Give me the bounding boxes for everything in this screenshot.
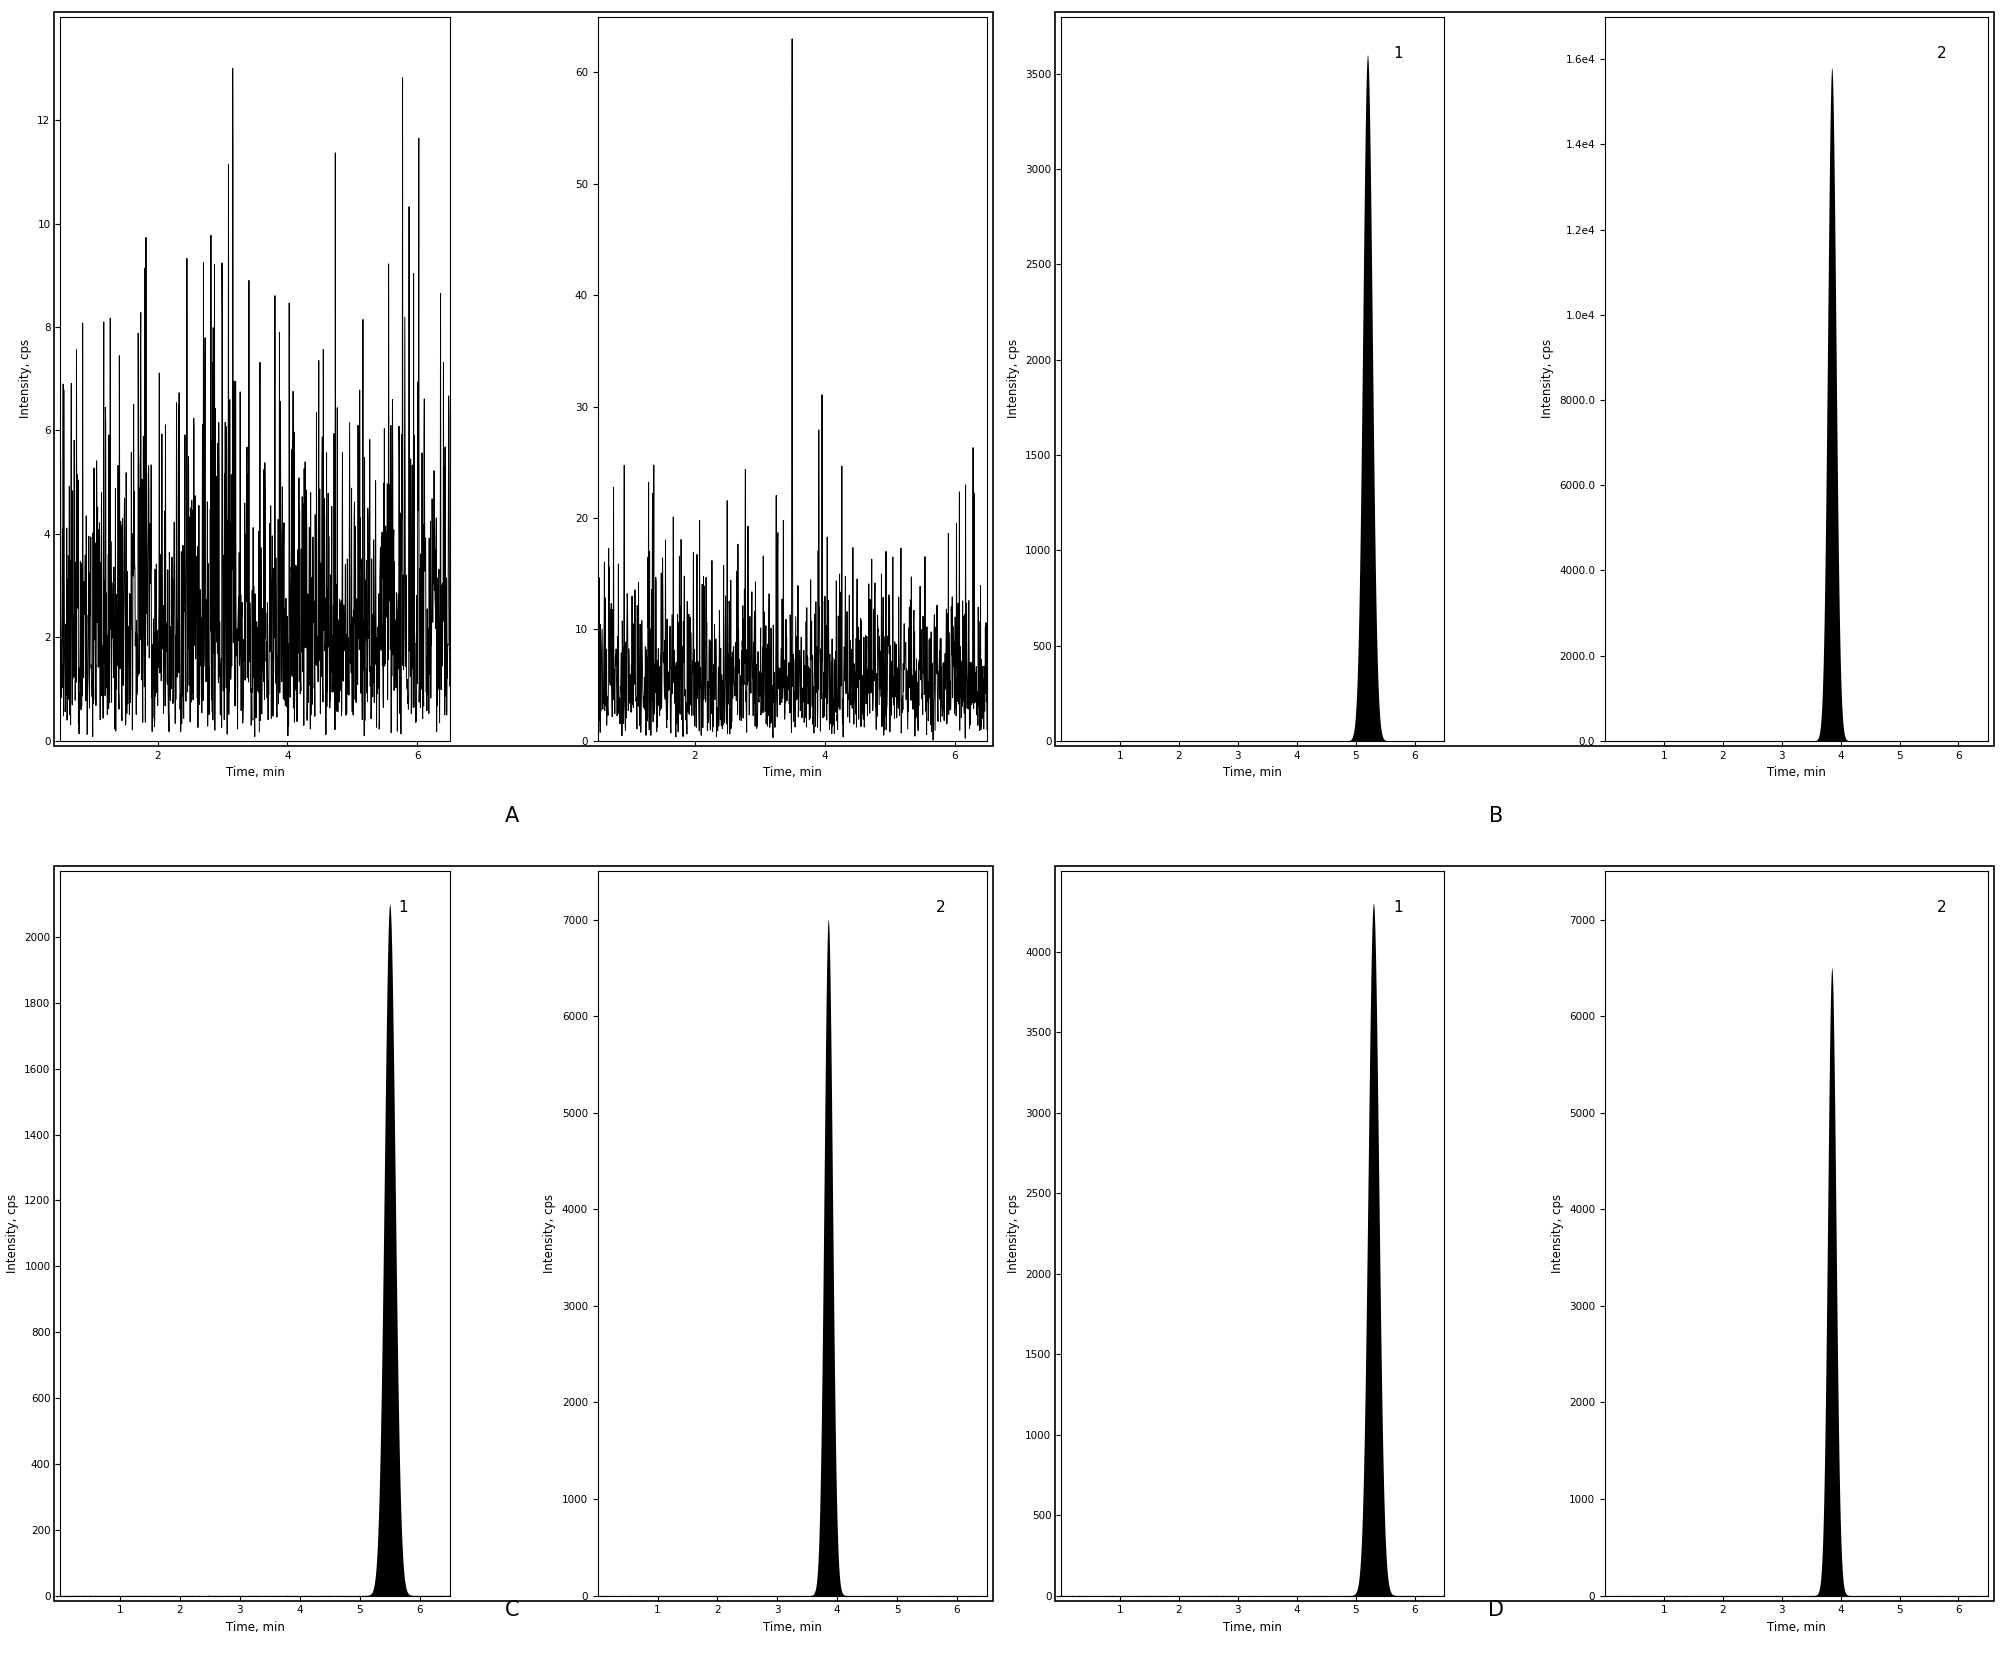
- Text: D: D: [1487, 1601, 1503, 1620]
- Text: 2: 2: [1937, 45, 1947, 60]
- X-axis label: Time, min: Time, min: [225, 1620, 285, 1634]
- X-axis label: Time, min: Time, min: [225, 766, 285, 779]
- X-axis label: Time, min: Time, min: [1222, 766, 1280, 779]
- Text: 2: 2: [1937, 901, 1947, 916]
- Text: 1: 1: [1393, 901, 1403, 916]
- Y-axis label: Intensity, cps: Intensity, cps: [1006, 339, 1020, 419]
- Y-axis label: Intensity, cps: Intensity, cps: [1549, 1193, 1563, 1273]
- Text: 1: 1: [397, 901, 407, 916]
- X-axis label: Time, min: Time, min: [1766, 1620, 1824, 1634]
- Y-axis label: Intensity, cps: Intensity, cps: [1539, 339, 1553, 419]
- Text: A: A: [504, 806, 520, 826]
- X-axis label: Time, min: Time, min: [763, 766, 821, 779]
- Y-axis label: Intensity, cps: Intensity, cps: [1006, 1193, 1020, 1273]
- X-axis label: Time, min: Time, min: [1766, 766, 1824, 779]
- Text: 1: 1: [1393, 45, 1403, 60]
- X-axis label: Time, min: Time, min: [1222, 1620, 1280, 1634]
- X-axis label: Time, min: Time, min: [763, 1620, 821, 1634]
- Text: 2: 2: [935, 901, 945, 916]
- Y-axis label: Intensity, cps: Intensity, cps: [18, 339, 32, 419]
- Y-axis label: Intensity, cps: Intensity, cps: [6, 1193, 18, 1273]
- Text: C: C: [504, 1601, 520, 1620]
- Y-axis label: Intensity, cps: Intensity, cps: [544, 1193, 556, 1273]
- Text: B: B: [1487, 806, 1503, 826]
